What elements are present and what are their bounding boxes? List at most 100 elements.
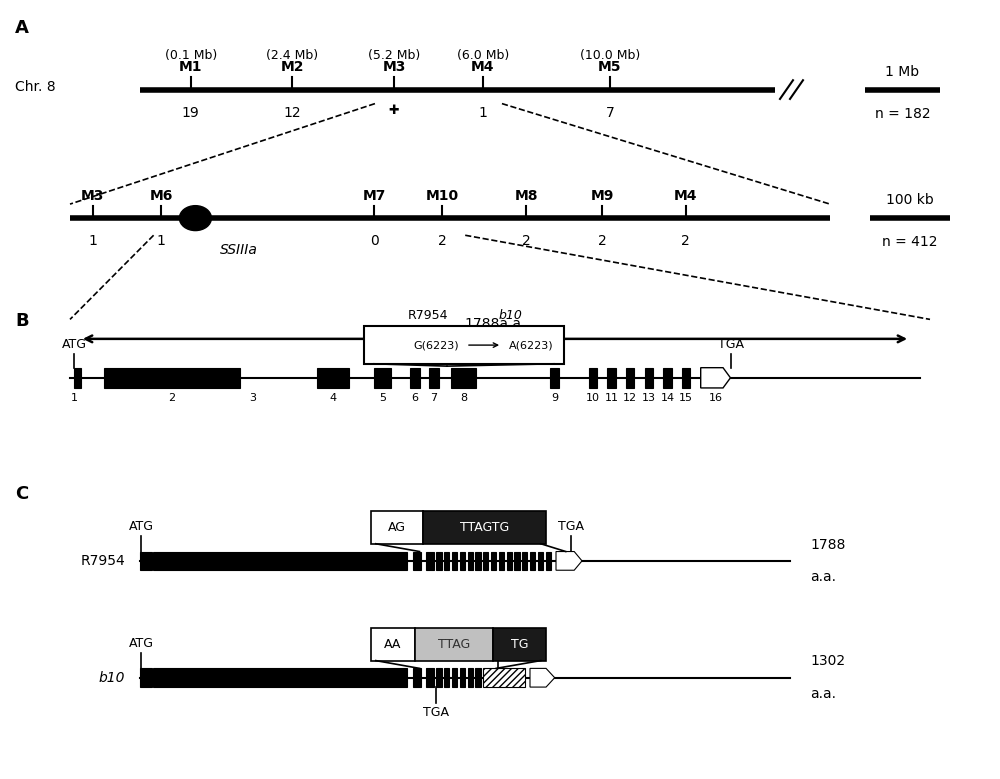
Text: 12: 12 xyxy=(623,393,637,404)
Bar xyxy=(140,668,152,687)
Text: 1: 1 xyxy=(71,393,78,404)
Bar xyxy=(452,668,457,687)
Text: 13: 13 xyxy=(642,393,656,404)
Bar xyxy=(104,368,240,388)
Bar xyxy=(491,552,496,570)
Bar xyxy=(522,552,527,570)
Text: b10: b10 xyxy=(98,671,125,685)
Text: TG: TG xyxy=(511,638,528,650)
Text: 1 Mb: 1 Mb xyxy=(885,65,920,79)
Text: (0.1 Mb): (0.1 Mb) xyxy=(165,48,217,62)
Bar xyxy=(514,552,520,570)
Bar xyxy=(530,552,535,570)
Text: 7: 7 xyxy=(430,393,437,404)
Text: 2: 2 xyxy=(168,393,176,404)
Text: 12: 12 xyxy=(284,106,301,120)
Circle shape xyxy=(179,206,211,231)
Bar xyxy=(550,368,559,388)
Bar xyxy=(413,552,421,570)
Bar xyxy=(444,668,449,687)
Bar xyxy=(444,552,449,570)
Bar xyxy=(374,368,391,388)
Text: 10: 10 xyxy=(586,393,600,404)
Text: ATG: ATG xyxy=(129,636,154,650)
Text: 7: 7 xyxy=(606,106,614,120)
Text: a.a.: a.a. xyxy=(810,687,836,701)
Text: b10: b10 xyxy=(498,308,522,322)
Text: R7954: R7954 xyxy=(408,308,448,322)
Text: 1788: 1788 xyxy=(810,538,845,552)
Text: Chr. 8: Chr. 8 xyxy=(15,80,56,94)
Bar xyxy=(364,326,564,364)
Bar xyxy=(153,668,406,687)
Text: 2: 2 xyxy=(681,234,690,249)
Text: TGA: TGA xyxy=(558,520,584,533)
Bar xyxy=(663,368,672,388)
Text: A: A xyxy=(15,19,29,37)
Bar xyxy=(415,628,493,661)
Text: M4: M4 xyxy=(471,60,495,74)
Bar xyxy=(475,668,481,687)
Bar xyxy=(74,368,81,388)
Bar xyxy=(483,668,525,687)
Text: 15: 15 xyxy=(679,393,693,404)
Text: 3: 3 xyxy=(249,393,256,404)
Bar xyxy=(645,368,653,388)
Text: M5: M5 xyxy=(598,60,622,74)
Text: TGA: TGA xyxy=(423,706,449,719)
Bar xyxy=(410,368,420,388)
Bar xyxy=(493,628,546,661)
Text: M10: M10 xyxy=(426,189,459,203)
Text: n = 182: n = 182 xyxy=(875,107,930,121)
Text: 2: 2 xyxy=(522,234,530,249)
Bar xyxy=(483,552,488,570)
Text: ATG: ATG xyxy=(62,337,87,351)
Text: 2: 2 xyxy=(438,234,447,249)
Bar xyxy=(499,552,504,570)
Text: n = 412: n = 412 xyxy=(882,235,938,249)
Text: 100 kb: 100 kb xyxy=(886,193,934,207)
Text: B: B xyxy=(15,312,29,330)
Text: (2.4 Mb): (2.4 Mb) xyxy=(266,48,318,62)
Text: TGA: TGA xyxy=(485,636,511,650)
Text: M8: M8 xyxy=(514,189,538,203)
Bar xyxy=(538,552,543,570)
Text: TTAGTG: TTAGTG xyxy=(460,521,509,534)
Polygon shape xyxy=(530,668,555,687)
Text: ✚: ✚ xyxy=(389,104,399,118)
Bar xyxy=(475,552,481,570)
Text: 1788a.a.: 1788a.a. xyxy=(464,317,526,331)
Text: 5: 5 xyxy=(379,393,386,404)
Bar xyxy=(436,552,442,570)
Text: 1302: 1302 xyxy=(810,654,845,668)
Text: 11: 11 xyxy=(604,393,618,404)
Text: M9: M9 xyxy=(590,189,614,203)
Bar xyxy=(436,668,442,687)
Bar xyxy=(413,668,421,687)
Text: AA: AA xyxy=(384,638,401,650)
Polygon shape xyxy=(556,552,582,570)
Text: 9: 9 xyxy=(551,393,558,404)
Text: (6.0 Mb): (6.0 Mb) xyxy=(457,48,509,62)
Bar xyxy=(507,552,512,570)
Text: 1: 1 xyxy=(157,234,166,249)
Bar xyxy=(371,628,415,661)
Text: 2: 2 xyxy=(598,234,606,249)
Bar xyxy=(371,511,423,544)
Bar xyxy=(451,368,476,388)
Text: a.a.: a.a. xyxy=(810,570,836,584)
Text: M6: M6 xyxy=(150,189,173,203)
Text: 4: 4 xyxy=(329,393,336,404)
Bar xyxy=(426,552,434,570)
Text: 14: 14 xyxy=(660,393,675,404)
Text: SSIIIa: SSIIIa xyxy=(220,243,258,257)
Text: 16: 16 xyxy=(709,393,723,404)
Bar xyxy=(153,552,406,570)
Text: 6: 6 xyxy=(412,393,419,404)
Text: 19: 19 xyxy=(182,106,200,120)
Bar xyxy=(426,668,434,687)
Text: TGA: TGA xyxy=(718,337,744,351)
Bar xyxy=(682,368,690,388)
Polygon shape xyxy=(701,368,730,388)
Text: ATG: ATG xyxy=(129,520,154,533)
